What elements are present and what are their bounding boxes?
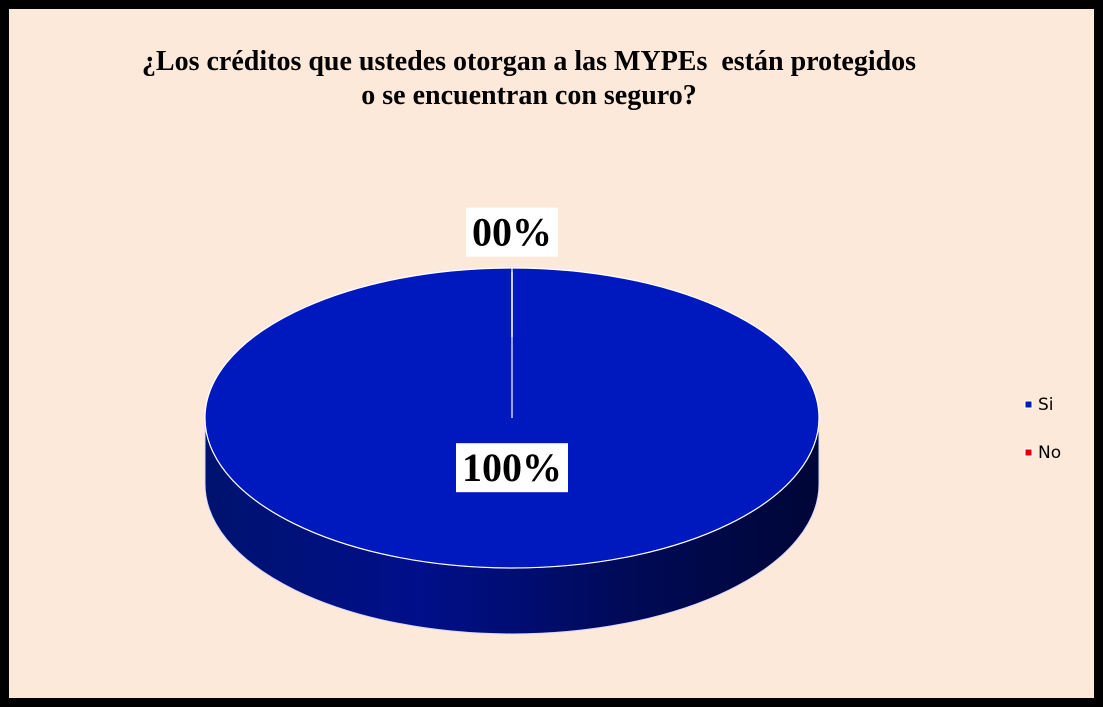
legend-label: No xyxy=(1038,443,1061,463)
data-label-box xyxy=(456,443,568,493)
chart: 100% 00% Si No xyxy=(204,207,1061,635)
legend-swatch xyxy=(1024,448,1033,457)
chart-title: ¿Los créditos que ustedes otorgan a las … xyxy=(141,46,924,111)
data-label-box xyxy=(466,207,558,257)
legend-label: Si xyxy=(1038,395,1054,415)
legend-swatch xyxy=(1024,400,1033,409)
data-label: 100% xyxy=(462,445,562,490)
data-label: 00% xyxy=(472,210,552,255)
